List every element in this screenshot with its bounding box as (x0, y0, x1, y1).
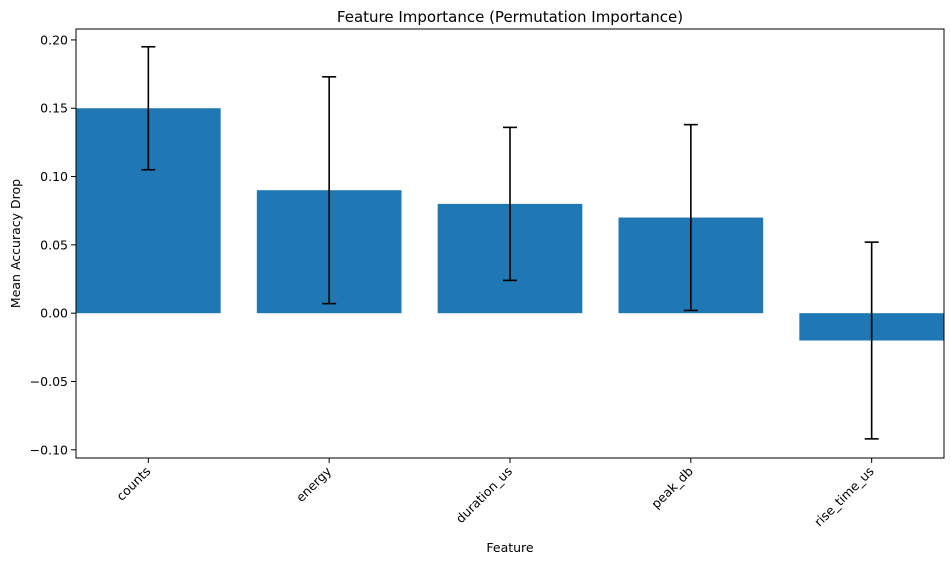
x-tick-label: counts (113, 464, 153, 504)
x-tick-label: duration_us (453, 464, 515, 526)
errorbar-duration-us (503, 126, 517, 282)
errorbars-layer (141, 45, 879, 440)
errorbar-counts (141, 45, 156, 171)
x-axis-label: Feature (486, 540, 534, 555)
x-tick-label: rise_time_us (811, 464, 877, 530)
y-tick-label: −0.05 (30, 374, 68, 389)
y-tick-label: 0.05 (40, 237, 68, 252)
errorbar-energy (322, 76, 337, 305)
y-tick-label: 0.20 (40, 32, 68, 47)
errorbar-rise-time-us (864, 241, 879, 440)
chart-title: Feature Importance (Permutation Importan… (337, 8, 683, 26)
y-axis-label: Mean Accuracy Drop (8, 179, 23, 308)
y-tick-label: 0.00 (40, 306, 68, 321)
x-tick-label: energy (293, 463, 335, 505)
y-tick-label: 0.15 (40, 101, 68, 116)
y-tick-label: 0.10 (40, 169, 68, 184)
errorbar-peak-db (683, 123, 698, 312)
y-tick-label: −0.10 (30, 442, 68, 457)
y-axis: −0.10 −0.05 0.00 0.05 0.10 0.15 0.20 (30, 32, 76, 457)
x-tick-label: peak_db (648, 463, 696, 511)
x-axis: counts energy duration_us peak_db rise_time_… (113, 458, 877, 530)
